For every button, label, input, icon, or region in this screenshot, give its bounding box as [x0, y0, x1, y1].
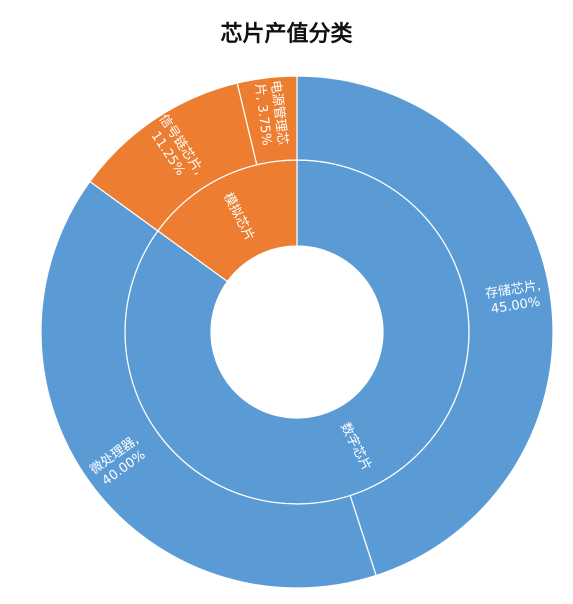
outer-segment-2 — [40, 180, 377, 589]
outer-label-4-line-2: 片, 3.75% — [252, 83, 274, 147]
chart-title: 芯片产值分类 — [220, 22, 353, 47]
outer-segment-1 — [296, 75, 554, 577]
outer-ring — [40, 75, 554, 589]
inner-ring — [124, 159, 470, 505]
outer-segment-4 — [236, 75, 298, 166]
outer-label-4: 电源管理芯片, 3.75% — [251, 79, 289, 147]
